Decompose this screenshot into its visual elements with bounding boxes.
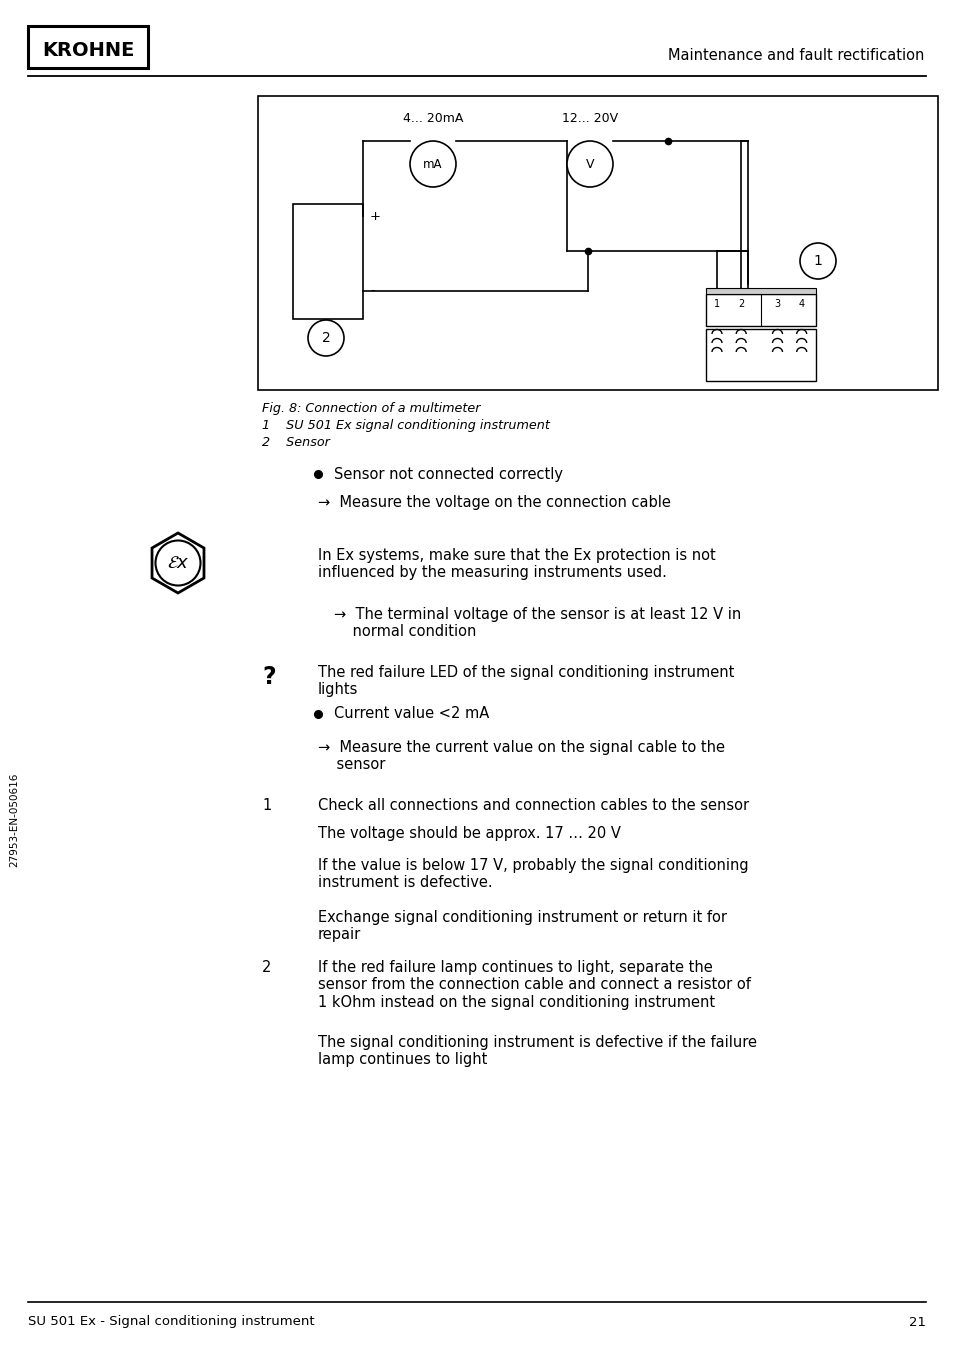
Text: 3: 3 — [774, 299, 780, 310]
Text: ?: ? — [262, 665, 275, 690]
Text: V: V — [585, 157, 594, 170]
Bar — [705, 288, 815, 293]
Text: 2    Sensor: 2 Sensor — [262, 435, 330, 449]
Text: Exchange signal conditioning instrument or return it for
repair: Exchange signal conditioning instrument … — [317, 910, 726, 942]
Bar — [293, 204, 363, 319]
Text: Sensor not connected correctly: Sensor not connected correctly — [334, 466, 562, 481]
Text: Check all connections and connection cables to the sensor: Check all connections and connection cab… — [317, 798, 748, 813]
Text: Maintenance and fault rectification: Maintenance and fault rectification — [667, 49, 923, 64]
Text: -: - — [370, 284, 375, 297]
Text: →  Measure the current value on the signal cable to the
    sensor: → Measure the current value on the signa… — [317, 740, 724, 772]
Circle shape — [410, 141, 456, 187]
Text: 2: 2 — [321, 331, 330, 345]
Text: 2: 2 — [262, 960, 271, 975]
Text: →  The terminal voltage of the sensor is at least 12 V in
    normal condition: → The terminal voltage of the sensor is … — [334, 607, 740, 639]
Text: 27953-EN-050616: 27953-EN-050616 — [9, 773, 19, 867]
Text: →  Measure the voltage on the connection cable: → Measure the voltage on the connection … — [317, 495, 670, 510]
Text: 1: 1 — [713, 299, 720, 310]
Circle shape — [566, 141, 613, 187]
FancyBboxPatch shape — [28, 26, 148, 68]
Text: KROHNE: KROHNE — [42, 41, 134, 59]
Text: The red failure LED of the signal conditioning instrument
lights: The red failure LED of the signal condit… — [317, 665, 734, 698]
Circle shape — [800, 243, 835, 279]
Text: $\mathcal{E}$x: $\mathcal{E}$x — [167, 554, 190, 572]
Text: 1: 1 — [262, 798, 271, 813]
Text: 1: 1 — [813, 254, 821, 268]
Circle shape — [155, 541, 200, 585]
Text: 4: 4 — [798, 299, 804, 310]
Text: Current value <2 mA: Current value <2 mA — [334, 707, 489, 722]
Text: The voltage should be approx. 17 … 20 V: The voltage should be approx. 17 … 20 V — [317, 826, 620, 841]
Text: 2: 2 — [738, 299, 743, 310]
Text: mA: mA — [423, 157, 442, 170]
Bar — [705, 293, 815, 326]
Circle shape — [308, 320, 344, 356]
Bar — [257, 96, 937, 389]
Text: If the red failure lamp continues to light, separate the
sensor from the connect: If the red failure lamp continues to lig… — [317, 960, 750, 1010]
Text: SU 501 Ex - Signal conditioning instrument: SU 501 Ex - Signal conditioning instrume… — [28, 1315, 314, 1329]
Text: 12... 20V: 12... 20V — [561, 111, 618, 124]
Text: 21: 21 — [908, 1315, 925, 1329]
Bar — [705, 329, 815, 381]
Text: +: + — [370, 210, 380, 223]
Text: The signal conditioning instrument is defective if the failure
lamp continues to: The signal conditioning instrument is de… — [317, 1036, 757, 1067]
Polygon shape — [152, 533, 204, 594]
Text: 1    SU 501 Ex signal conditioning instrument: 1 SU 501 Ex signal conditioning instrume… — [262, 419, 549, 433]
Text: In Ex systems, make sure that the Ex protection is not
influenced by the measuri: In Ex systems, make sure that the Ex pro… — [317, 548, 715, 580]
Text: Fig. 8: Connection of a multimeter: Fig. 8: Connection of a multimeter — [262, 402, 480, 415]
Text: 4... 20mA: 4... 20mA — [402, 111, 463, 124]
Text: If the value is below 17 V, probably the signal conditioning
instrument is defec: If the value is below 17 V, probably the… — [317, 859, 748, 891]
